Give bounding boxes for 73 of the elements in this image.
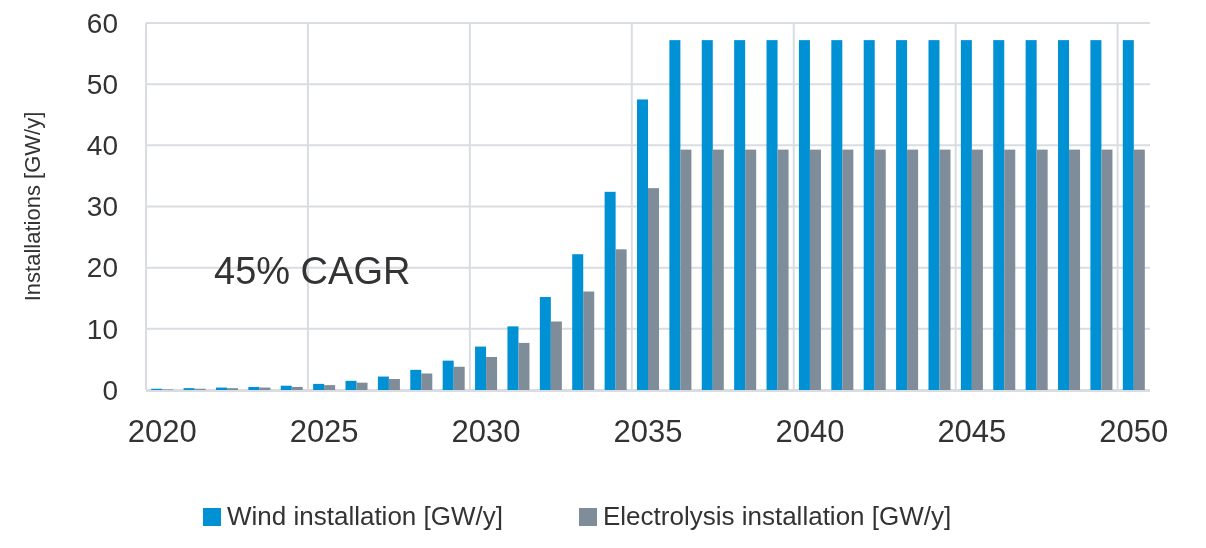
y-tick-label: 10: [86, 313, 118, 345]
bar: [1090, 40, 1102, 390]
bar: [1101, 149, 1113, 390]
x-tick-label: 2025: [289, 414, 359, 449]
y-tick-label: 20: [86, 252, 118, 284]
y-axis-title: Installations [GW/y]: [20, 111, 45, 302]
y-tick-label: 40: [86, 130, 118, 162]
bar: [453, 366, 465, 390]
x-tick-label: 2040: [775, 414, 845, 449]
bar: [766, 40, 778, 390]
bar: [313, 383, 325, 390]
y-tick-label: 0: [102, 374, 118, 406]
bar: [518, 342, 530, 390]
bar: [874, 149, 886, 390]
bar: [248, 386, 260, 390]
x-tick-label: 2030: [451, 414, 521, 449]
bar: [1122, 40, 1134, 390]
bar: [636, 99, 648, 390]
bar: [442, 360, 454, 390]
x-tick-label: 2020: [127, 414, 197, 449]
bar: [550, 321, 562, 390]
bar: [939, 149, 951, 390]
bar: [734, 40, 746, 390]
bar: [798, 40, 810, 390]
bar: [648, 188, 660, 390]
bar: [701, 40, 713, 390]
bar: [507, 326, 519, 390]
bar: [712, 149, 724, 390]
y-tick-label: 50: [86, 68, 118, 100]
bar: [680, 149, 692, 390]
bar: [907, 149, 919, 390]
bar: [324, 385, 336, 390]
bar: [345, 380, 357, 390]
bar: [539, 297, 551, 390]
bar: [377, 376, 389, 390]
bar: [583, 291, 595, 390]
bar: [410, 369, 422, 390]
bar: [1025, 40, 1037, 390]
y-tick-label: 60: [86, 7, 118, 39]
y-tick-label: 30: [86, 191, 118, 223]
bar: [831, 40, 843, 390]
legend-label: Electrolysis installation [GW/y]: [603, 501, 952, 531]
bar: [960, 40, 972, 390]
bar: [669, 40, 681, 390]
bar: [809, 149, 821, 390]
bar: [971, 149, 983, 390]
bar: [745, 149, 757, 390]
bar: [421, 373, 433, 390]
legend-label: Wind installation [GW/y]: [227, 501, 503, 531]
x-tick-label: 2035: [613, 414, 683, 449]
bar: [356, 382, 368, 390]
bar: [928, 40, 940, 390]
bar: [388, 378, 400, 390]
bar: [1069, 149, 1081, 390]
bar: [863, 40, 875, 390]
bar: [842, 149, 854, 390]
bar: [1036, 149, 1048, 390]
bar: [777, 149, 789, 390]
bar: [1133, 149, 1145, 390]
bar: [1058, 40, 1070, 390]
bar: [615, 249, 627, 390]
bar: [486, 356, 498, 390]
x-tick-label: 2045: [937, 414, 1007, 449]
bar: [993, 40, 1005, 390]
bar: [604, 191, 616, 390]
bar: [475, 346, 487, 390]
annotation: 45% CAGR: [214, 249, 411, 292]
x-tick-label: 2050: [1099, 414, 1169, 449]
bar: [1004, 149, 1016, 390]
bar: [280, 385, 292, 390]
bar: [572, 254, 584, 390]
bar: [291, 386, 303, 390]
bar: [896, 40, 908, 390]
